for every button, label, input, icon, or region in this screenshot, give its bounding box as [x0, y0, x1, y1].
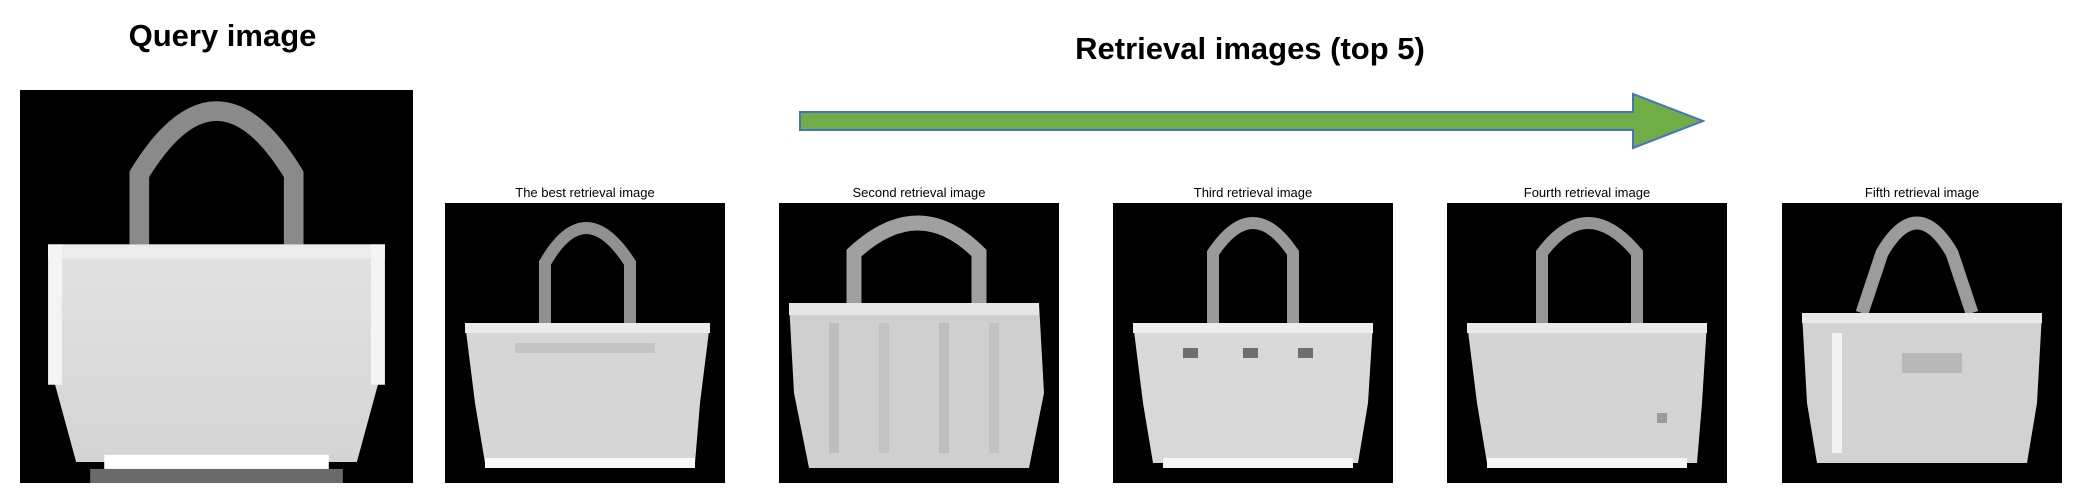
query-title: Query image: [128, 18, 317, 53]
retrieval-title: Retrieval images (top 5): [1075, 31, 1425, 66]
retrieval-caption-1: The best retrieval image: [515, 185, 655, 200]
retrieval-caption-4: Fourth retrieval image: [1523, 185, 1651, 200]
direction-arrow: [795, 90, 1710, 152]
retrieval-image-4: [1447, 203, 1727, 483]
retrieval-image-3: [1113, 203, 1393, 483]
retrieval-image-1: [445, 203, 725, 483]
retrieval-image-5: [1782, 203, 2062, 483]
retrieval-caption-5: Fifth retrieval image: [1864, 185, 1980, 200]
retrieval-image-2: [779, 203, 1059, 483]
query-image: [20, 90, 413, 483]
retrieval-caption-3: Third retrieval image: [1193, 185, 1313, 200]
retrieval-caption-2: Second retrieval image: [852, 185, 986, 200]
